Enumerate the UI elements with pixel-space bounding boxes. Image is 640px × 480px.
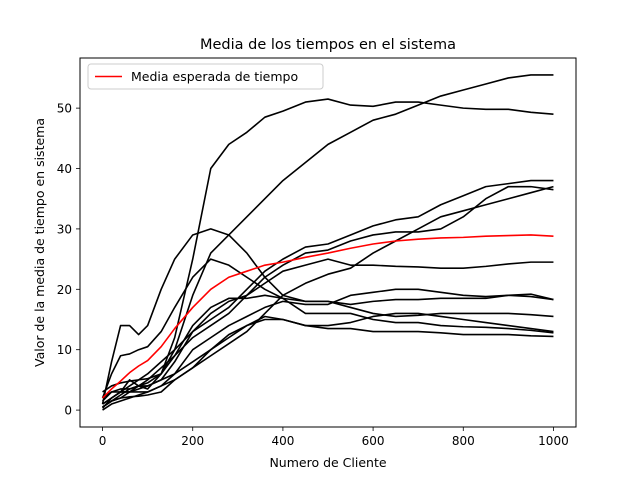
y-tick-label: 50 <box>57 102 72 116</box>
series-line-8 <box>102 312 554 408</box>
x-tick-label: 1000 <box>538 434 569 448</box>
y-axis-label: Valor de la media de tiempo en sistema <box>32 118 47 367</box>
series-expected-line <box>101 234 554 399</box>
axes-layer: 0 200 400 600 800 1000 0 10 20 30 40 50 <box>57 102 569 448</box>
series-line-10 <box>102 179 554 405</box>
x-tick-label: 600 <box>362 434 385 448</box>
series-line-11 <box>102 185 554 408</box>
y-tick-label: 20 <box>57 283 72 297</box>
y-tick-label: 30 <box>57 222 72 236</box>
y-tick-label: 40 <box>57 162 72 176</box>
series-line-9 <box>101 315 554 402</box>
series-line-4 <box>101 258 554 399</box>
series-line-3 <box>101 228 554 405</box>
chart-title: Media de los tiempos en el sistema <box>200 37 456 53</box>
x-tick-label: 200 <box>181 434 204 448</box>
x-tick-label: 400 <box>271 434 294 448</box>
series-layer <box>101 74 554 411</box>
series-line-12 <box>102 185 554 411</box>
legend-box <box>87 63 324 90</box>
legend-label: Media esperada de tiempo <box>131 69 298 84</box>
x-tick-label: 800 <box>452 434 475 448</box>
x-axis-label: Numero de Cliente <box>269 455 386 470</box>
series-line-7 <box>102 258 554 405</box>
y-tick-label: 10 <box>57 343 72 357</box>
legend: Media esperada de tiempo <box>87 63 324 90</box>
plot-frame <box>79 57 577 428</box>
y-tick-label: 0 <box>64 404 72 418</box>
x-tick-label: 0 <box>99 434 107 448</box>
